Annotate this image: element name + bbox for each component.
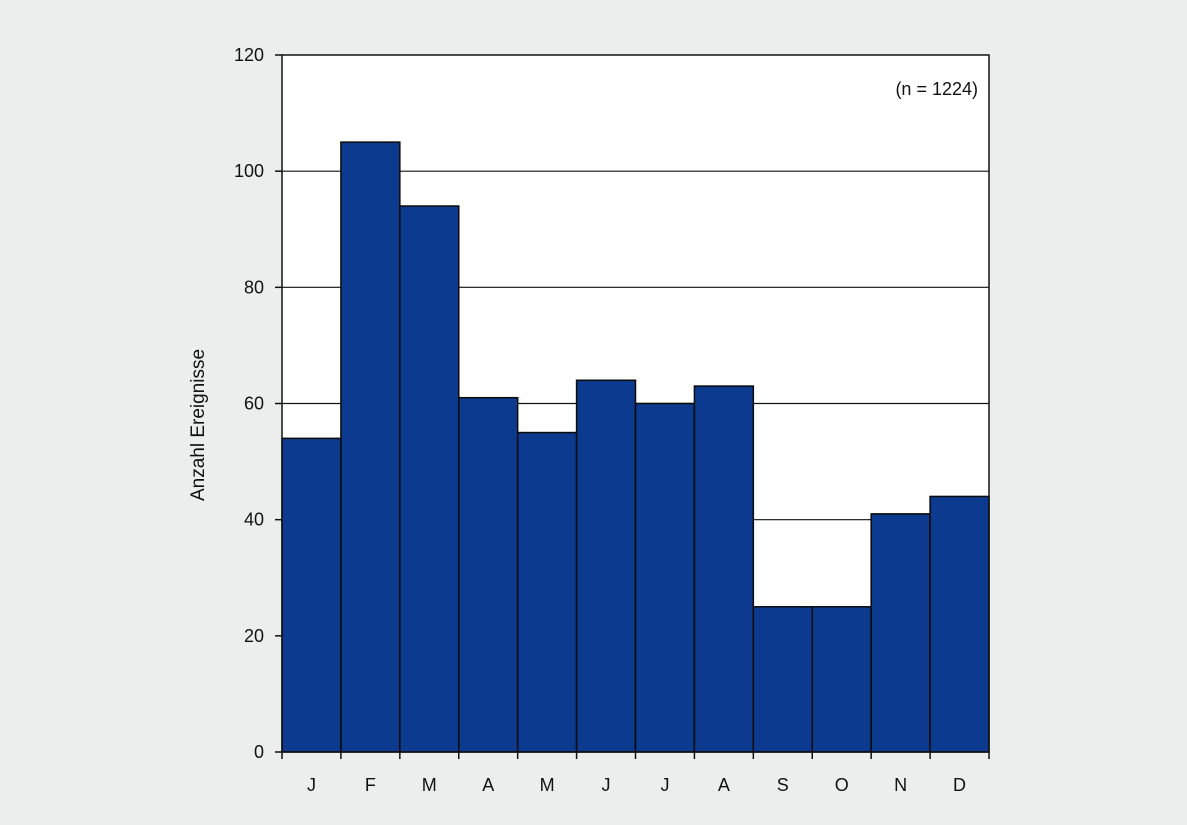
y-tick-label: 20 bbox=[244, 626, 264, 646]
bar bbox=[634, 402, 696, 753]
y-tick-label: 100 bbox=[234, 161, 264, 181]
x-tick-label: S bbox=[777, 775, 789, 795]
y-tick-label: 60 bbox=[244, 394, 264, 414]
x-tick-label: J bbox=[602, 775, 611, 795]
x-tick-label: A bbox=[718, 775, 730, 795]
bar bbox=[811, 606, 872, 753]
bar bbox=[516, 431, 578, 753]
y-axis-title: Anzahl Ereignisse bbox=[188, 349, 209, 501]
x-tick-label: F bbox=[365, 775, 376, 795]
x-tick-label: M bbox=[540, 775, 555, 795]
x-tick-label: A bbox=[482, 775, 494, 795]
x-tick-label: J bbox=[307, 775, 316, 795]
y-tick-label: 80 bbox=[244, 277, 264, 297]
bar bbox=[693, 385, 755, 753]
bar bbox=[929, 495, 990, 753]
x-tick-label: N bbox=[894, 775, 907, 795]
bar bbox=[752, 606, 813, 753]
y-tick-label: 40 bbox=[244, 510, 264, 530]
y-tick-label: 120 bbox=[234, 45, 264, 65]
bar bbox=[399, 205, 460, 753]
bar bbox=[870, 513, 931, 753]
bars bbox=[281, 141, 990, 753]
sample-size-annotation: (n = 1224) bbox=[895, 79, 978, 99]
x-tick-label: M bbox=[422, 775, 437, 795]
y-axis-ticks: 0 20 40 60 80 100 120 bbox=[234, 45, 282, 762]
bar bbox=[458, 396, 519, 753]
bar bbox=[281, 437, 342, 753]
x-tick-label: O bbox=[835, 775, 849, 795]
bar bbox=[575, 379, 637, 753]
x-tick-label: D bbox=[953, 775, 966, 795]
x-tick-label: J bbox=[660, 775, 669, 795]
y-tick-label: 0 bbox=[254, 742, 264, 762]
bar bbox=[340, 141, 401, 753]
